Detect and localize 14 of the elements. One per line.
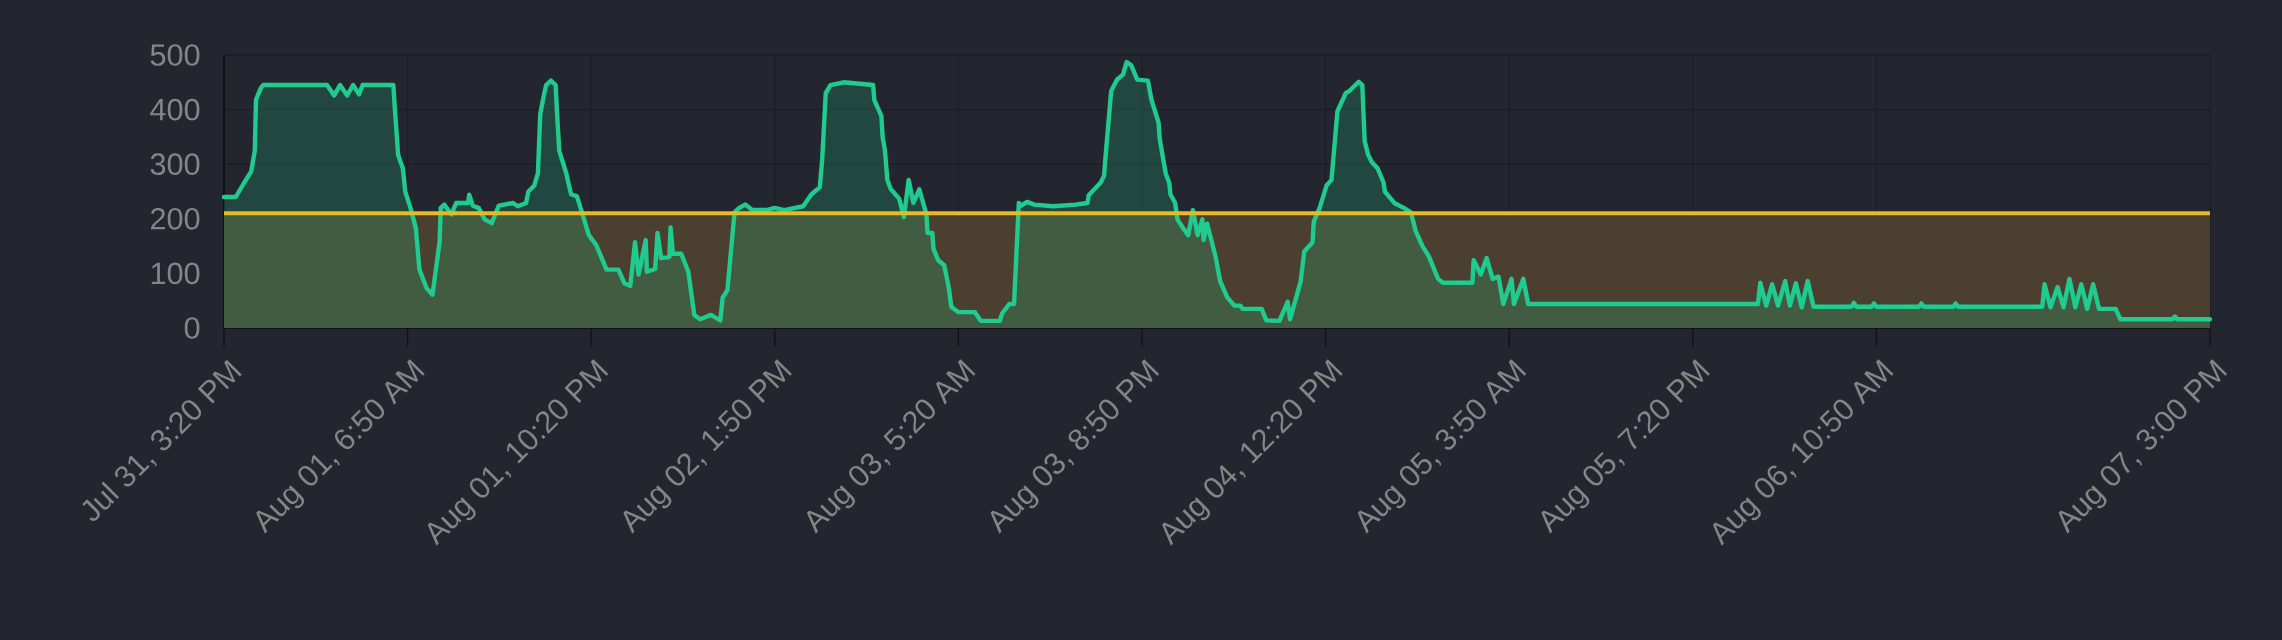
x-tick-label: Aug 02, 1:50 PM: [623, 359, 792, 534]
x-tick-label: Aug 05, 3:50 AM: [1357, 359, 1527, 534]
y-tick-label: 400: [150, 98, 200, 121]
x-tick-label: Aug 05, 7:20 PM: [1541, 359, 1710, 534]
x-tick-label: Aug 03, 8:50 PM: [990, 359, 1160, 534]
x-tick-label: Jul 31, 3:20 PM: [82, 359, 242, 521]
y-tick-label: 300: [150, 153, 200, 176]
y-tick-label: 100: [151, 262, 200, 285]
y-tick-label: 500: [150, 44, 200, 66]
x-tick-label: Aug 07, 3:00 PM: [2058, 359, 2228, 534]
y-tick-label: 0: [184, 317, 200, 339]
x-tick-label: Aug 01, 6:50 AM: [256, 359, 425, 534]
y-tick-label: 200: [151, 207, 200, 230]
x-tick-label: Aug 03, 5:20 AM: [806, 359, 976, 534]
